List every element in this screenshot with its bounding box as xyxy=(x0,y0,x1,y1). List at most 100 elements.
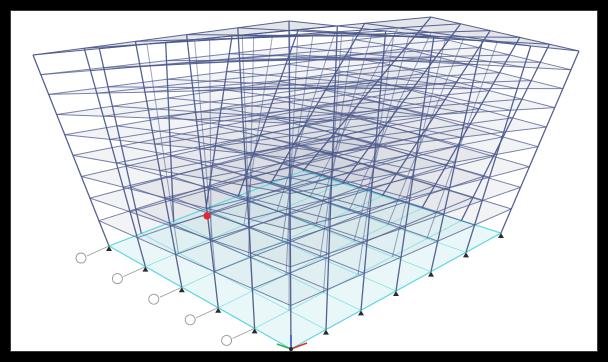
grid-bubble-icon xyxy=(75,252,87,264)
beam-y xyxy=(325,89,504,133)
column xyxy=(281,35,314,242)
y-axis-icon xyxy=(276,343,292,350)
beam-y xyxy=(285,63,472,90)
column xyxy=(314,34,373,227)
joint-support-icon xyxy=(358,310,364,316)
beam-y xyxy=(98,220,291,307)
beam-y xyxy=(349,114,530,168)
base-grid-line xyxy=(270,183,467,253)
column xyxy=(134,41,183,288)
selected-joint-icon xyxy=(203,212,211,220)
beam-y xyxy=(226,71,427,90)
joint-support-icon xyxy=(142,266,149,272)
joint-support-icon xyxy=(393,291,399,296)
column xyxy=(276,31,336,212)
grid-bubble-leader xyxy=(196,307,219,319)
column xyxy=(323,33,343,293)
beam-y xyxy=(168,116,376,149)
grid-bubble-leader xyxy=(232,328,255,339)
column xyxy=(209,40,212,239)
beam-y xyxy=(81,175,291,231)
column xyxy=(381,30,491,197)
column xyxy=(146,44,179,253)
column xyxy=(165,42,175,222)
beam-y xyxy=(345,55,518,90)
beam-y xyxy=(354,39,525,68)
grid-bubble-leader xyxy=(159,286,182,298)
joint-support-icon xyxy=(323,329,329,335)
building-frame-model xyxy=(32,16,580,351)
column xyxy=(285,35,299,275)
joint-support-icon xyxy=(251,328,258,334)
beam-y xyxy=(391,64,555,109)
column xyxy=(342,23,462,184)
base-grid-line xyxy=(173,220,362,311)
beam-y xyxy=(260,134,450,189)
beam-y xyxy=(215,145,410,199)
column xyxy=(500,50,580,234)
floor-slab xyxy=(89,132,521,267)
floor-slab xyxy=(98,150,512,306)
columns xyxy=(32,16,580,350)
column xyxy=(302,16,432,172)
beam-y xyxy=(266,116,456,163)
beam-y xyxy=(130,186,329,255)
column xyxy=(243,35,273,226)
column xyxy=(270,23,366,184)
beam-y xyxy=(364,22,531,47)
beam-y xyxy=(48,88,290,95)
beam-y xyxy=(430,16,580,52)
beam-y xyxy=(103,56,337,69)
beam-y xyxy=(298,29,483,42)
column xyxy=(288,30,291,311)
floor-slab xyxy=(33,17,579,55)
column xyxy=(205,35,233,209)
base-grid-line xyxy=(108,245,292,350)
axes-origin-icon xyxy=(289,347,293,351)
beam-y xyxy=(135,208,328,290)
column xyxy=(241,35,253,292)
column xyxy=(360,30,387,311)
beam-y xyxy=(56,113,290,124)
beam-y xyxy=(170,155,371,210)
x-axis-icon xyxy=(290,342,308,350)
column xyxy=(237,29,299,197)
grid-bubble-icon xyxy=(148,293,160,305)
grid-bubble-leader xyxy=(123,266,146,277)
grid-line-bubbles xyxy=(75,245,255,346)
joint-support-icon xyxy=(463,252,469,258)
column xyxy=(248,37,255,257)
beam-y xyxy=(167,78,381,90)
column xyxy=(430,40,483,272)
global-axes-triad xyxy=(276,335,308,351)
beam-y xyxy=(112,105,334,122)
beam-y xyxy=(172,196,365,274)
joint-support-icon xyxy=(106,246,112,251)
joint-supports xyxy=(106,233,504,351)
column xyxy=(319,35,354,259)
column xyxy=(98,48,142,234)
beam-y xyxy=(64,134,290,159)
beam-y xyxy=(209,185,402,258)
column xyxy=(391,38,447,257)
beam-y xyxy=(292,46,478,66)
beam-y xyxy=(229,53,431,63)
grid-bubble-icon xyxy=(221,334,233,346)
floor-slab xyxy=(64,81,547,159)
floor-slab xyxy=(40,32,571,75)
beam-y xyxy=(32,20,290,56)
beam-y xyxy=(168,97,379,119)
selected-point-marker[interactable] xyxy=(203,212,211,220)
column xyxy=(185,34,219,308)
beam-y xyxy=(294,142,483,202)
column xyxy=(460,43,550,221)
column xyxy=(353,36,410,242)
beam-y xyxy=(72,154,291,194)
beam-y xyxy=(246,173,438,242)
joint-support-icon xyxy=(498,233,504,238)
joint-support-icon xyxy=(428,271,434,277)
model-3d-viewport[interactable] xyxy=(10,10,598,352)
grid-bubble-icon xyxy=(184,314,196,326)
beam-y xyxy=(166,59,384,62)
